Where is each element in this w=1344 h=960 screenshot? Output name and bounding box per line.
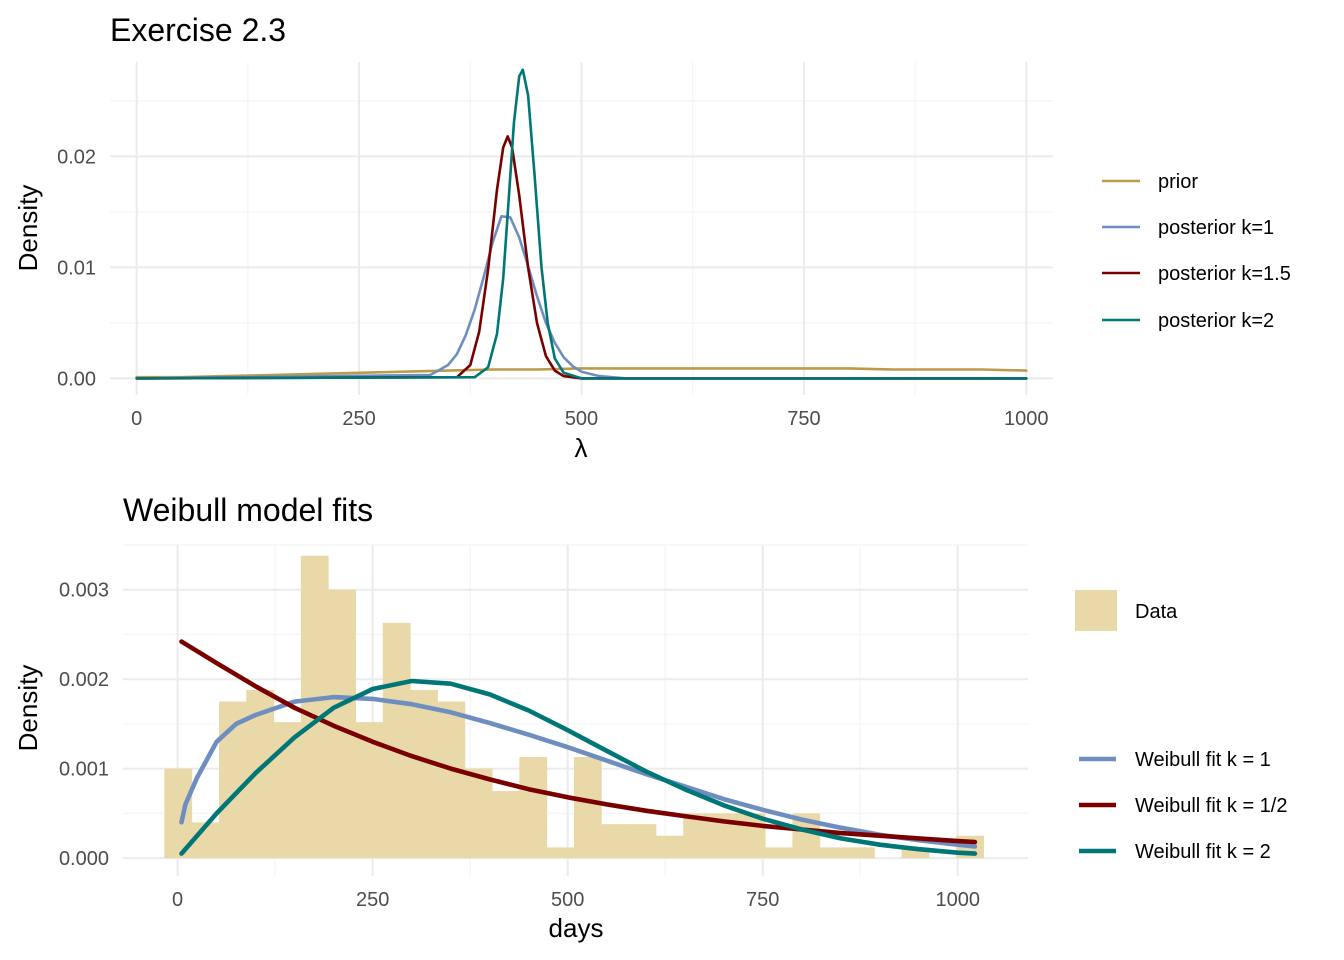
y-tick-labels-bottom: 0.000 0.001 0.002 0.003	[59, 580, 109, 870]
series-lines-bottom	[179, 639, 978, 856]
legend-label: posterior k=1	[1158, 217, 1274, 239]
legend-label: prior	[1158, 171, 1198, 193]
y-axis-title-bottom: Density	[13, 665, 43, 752]
histogram-bar	[464, 768, 493, 859]
histogram-bar	[519, 757, 548, 859]
legend-label: Weibull fit k = 2	[1135, 841, 1271, 863]
series-line	[179, 639, 978, 845]
y-tick-label: 0.01	[57, 257, 96, 279]
series-line	[135, 68, 1028, 380]
chart-title-top: Exercise 2.3	[110, 12, 286, 48]
histogram-bar	[847, 847, 875, 859]
y-tick-label: 0.02	[57, 146, 96, 168]
series-line	[135, 367, 1028, 379]
x-tick-label: 1000	[1004, 408, 1049, 430]
histogram-bar	[819, 847, 848, 859]
x-tick-labels-top: 0 250 500 750 1000	[131, 408, 1048, 430]
y-tick-label: 0.001	[59, 759, 109, 781]
y-tick-label: 0.002	[59, 669, 109, 691]
x-tick-label: 250	[342, 408, 375, 430]
grid-top	[110, 62, 1053, 395]
chart-title-bottom: Weibull model fits	[123, 492, 373, 528]
x-tick-label: 750	[746, 889, 779, 911]
histogram-bar	[765, 847, 793, 859]
histogram-bar	[601, 824, 630, 859]
y-tick-label: 0.00	[57, 368, 96, 390]
y-tick-label: 0.003	[59, 580, 109, 602]
legend-bottom: Data Weibull fit k = 1 Weibull fit k = 1/2…	[1075, 590, 1287, 863]
histogram-bar	[492, 791, 520, 859]
histogram-bar	[901, 847, 930, 859]
x-tick-label: 500	[565, 408, 598, 430]
histogram-bar	[164, 768, 193, 859]
histogram-bar	[382, 622, 411, 859]
panel-exercise: Exercise 2.3 0.00 0.01 0.02 0 250 500 750 1000…	[13, 12, 1291, 463]
series-line	[179, 694, 978, 849]
histogram-bar	[737, 813, 766, 859]
histogram-bar	[655, 835, 684, 859]
x-tick-label: 750	[787, 408, 820, 430]
legend-label: Weibull fit k = 1/2	[1135, 795, 1287, 817]
y-tick-label: 0.000	[59, 848, 109, 870]
histogram-bar	[410, 689, 438, 859]
histogram-bar	[300, 555, 329, 859]
x-tick-label: 250	[356, 889, 389, 911]
y-axis-title-top: Density	[13, 185, 43, 272]
x-tick-label: 500	[551, 889, 584, 911]
legend-label: Weibull fit k = 1	[1135, 749, 1271, 771]
histogram-bar	[573, 757, 602, 859]
histogram-bar	[628, 824, 657, 859]
x-axis-title-bottom: days	[549, 913, 604, 943]
legend-label: Data	[1135, 601, 1178, 623]
legend-key-data	[1075, 590, 1117, 631]
histogram-bar	[546, 847, 575, 859]
x-axis-title-top: λ	[575, 433, 588, 463]
histogram-bar	[437, 701, 466, 859]
x-tick-labels-bottom: 0 250 500 750 1000	[172, 889, 980, 911]
x-tick-label: 0	[131, 408, 142, 430]
x-tick-label: 1000	[936, 889, 981, 911]
series-lines-top	[135, 68, 1028, 380]
y-tick-labels-top: 0.00 0.01 0.02	[57, 146, 96, 390]
legend-top: prior posterior k=1 posterior k=1.5 posteri…	[1102, 171, 1291, 332]
legend-label: posterior k=1.5	[1158, 263, 1291, 285]
histogram-bars	[164, 555, 985, 859]
panel-weibull: Weibull model fits 0.0000.0010.0020.003 …	[13, 492, 1287, 943]
legend-label: posterior k=2	[1158, 310, 1274, 332]
x-tick-label: 0	[172, 889, 183, 911]
series-line	[179, 678, 978, 856]
series-line	[135, 215, 1028, 380]
